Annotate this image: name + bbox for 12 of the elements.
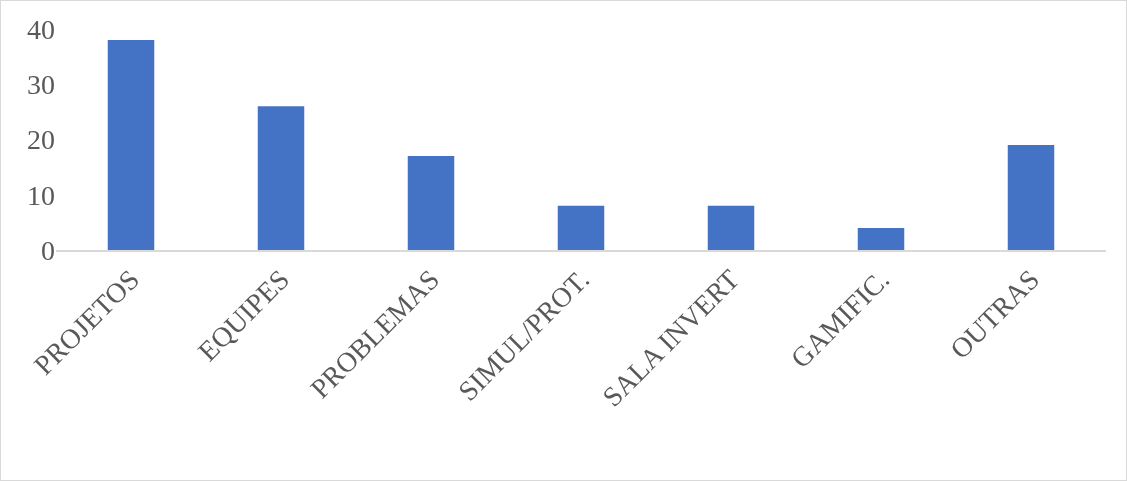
y-tick-label: 30 bbox=[27, 69, 55, 101]
bar bbox=[1007, 145, 1055, 250]
bar bbox=[557, 205, 605, 250]
y-tick-label: 20 bbox=[27, 124, 55, 156]
y-tick-label: 0 bbox=[41, 234, 55, 266]
y-tick-label: 10 bbox=[27, 179, 55, 211]
bar bbox=[707, 205, 755, 250]
bar bbox=[857, 227, 905, 250]
bar bbox=[107, 40, 155, 250]
bar bbox=[257, 106, 305, 250]
y-tick-label: 40 bbox=[27, 13, 55, 45]
bar bbox=[407, 156, 455, 250]
